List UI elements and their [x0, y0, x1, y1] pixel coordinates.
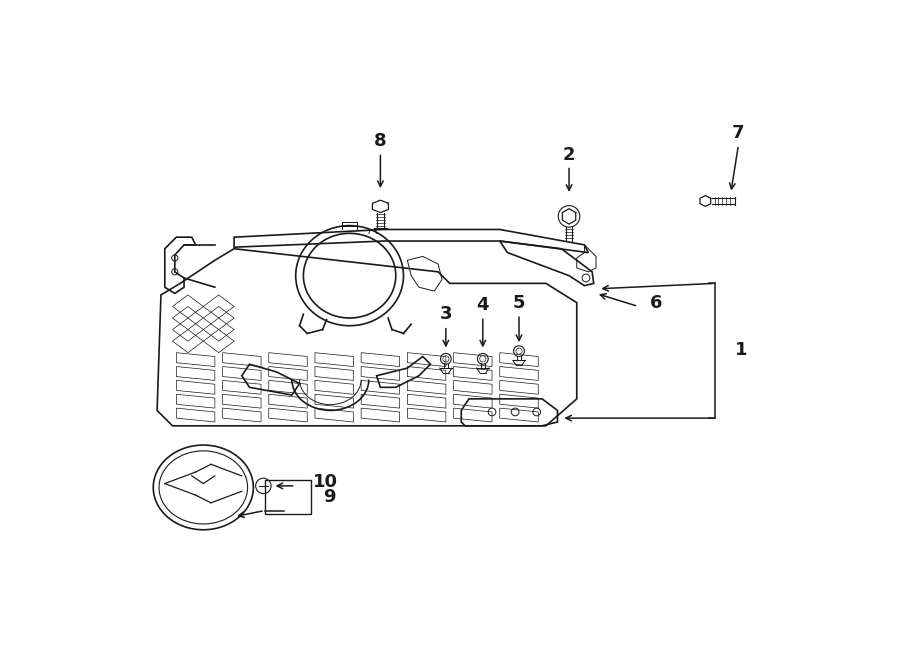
- Text: 2: 2: [562, 146, 575, 164]
- Text: 3: 3: [439, 305, 452, 323]
- Text: 1: 1: [734, 341, 747, 360]
- Text: 9: 9: [322, 488, 335, 506]
- Text: 4: 4: [477, 296, 489, 314]
- Text: 10: 10: [313, 473, 338, 491]
- Text: 7: 7: [733, 124, 744, 142]
- Text: 8: 8: [374, 132, 387, 150]
- Text: 5: 5: [513, 293, 526, 311]
- Text: 6: 6: [650, 293, 662, 311]
